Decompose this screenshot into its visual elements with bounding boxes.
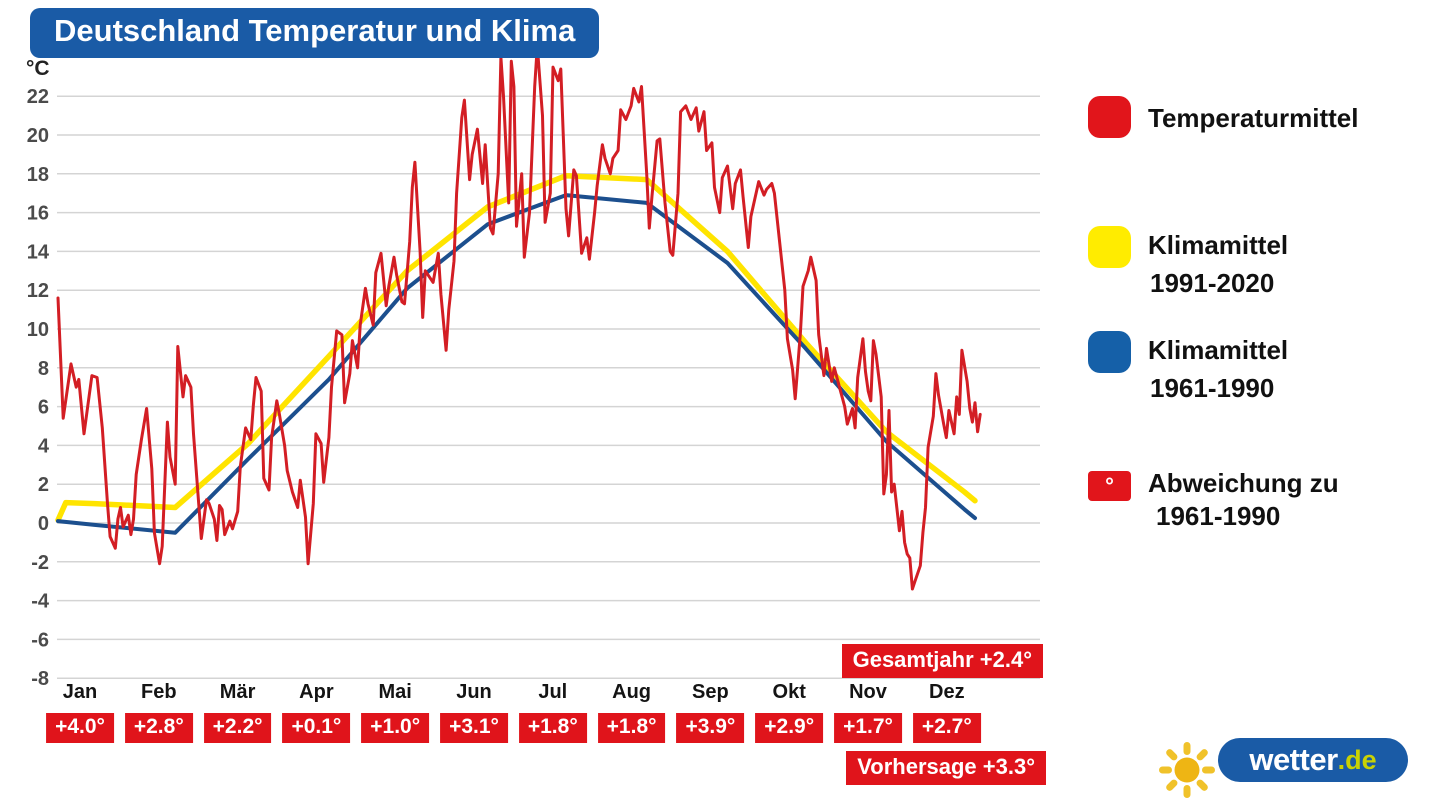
legend-label: Klimamittel xyxy=(1148,335,1289,365)
temperature-line xyxy=(56,44,982,591)
y-tick-label: -4 xyxy=(31,591,50,613)
y-tick-label: 16 xyxy=(27,203,49,225)
deviation-badge-apr: +0.1° xyxy=(282,713,351,743)
y-tick-label: 4 xyxy=(38,435,50,457)
x-month-label-nov: Nov xyxy=(849,681,888,703)
x-month-label-okt: Okt xyxy=(773,681,807,703)
deviation-badge-aug: +1.8° xyxy=(597,713,666,743)
klimamittel-1991-2020-swatch-icon xyxy=(1088,226,1131,268)
legend-label: Temperaturmittel xyxy=(1148,103,1359,133)
climate-1961-1990-line xyxy=(56,193,977,535)
y-tick-label: 2 xyxy=(38,474,49,496)
x-month-label-jan: Jan xyxy=(63,681,97,703)
deviation-badge-feb: +2.8° xyxy=(124,713,193,743)
abweichung-degree-swatch-icon: ° xyxy=(1088,471,1131,501)
y-tick-label: -6 xyxy=(31,629,49,651)
deviation-badge-mai: +1.0° xyxy=(361,713,430,743)
deviation-badge-nov: +1.7° xyxy=(834,713,902,743)
y-tick-label: 0 xyxy=(38,513,49,535)
y-tick-label: 6 xyxy=(38,397,49,419)
y-tick-label: 22 xyxy=(27,86,49,108)
y-tick-label: 20 xyxy=(27,125,49,147)
y-tick-label: -2 xyxy=(31,552,49,574)
y-tick-label: 8 xyxy=(38,358,49,380)
y-tick-label: 18 xyxy=(27,164,49,186)
x-month-label-feb: Feb xyxy=(141,681,177,703)
x-month-label-jul: Jul xyxy=(538,681,567,703)
x-month-label-sep: Sep xyxy=(692,681,729,703)
x-month-label-aug: Aug xyxy=(612,681,651,703)
legend-sublabel: 1991-2020 xyxy=(1150,268,1275,298)
sun-icon xyxy=(1159,742,1215,798)
y-tick-label: 14 xyxy=(27,241,50,263)
page-title: Deutschland Temperatur und Klima xyxy=(30,8,600,58)
y-tick-label: -8 xyxy=(31,668,49,690)
legend-item-klimamittel-1991-2020: Klimamittel 1991-2020 xyxy=(1088,226,1288,302)
forecast-deviation-badge: Vorhersage +3.3° xyxy=(846,751,1046,785)
deviation-badge-jun: +3.1° xyxy=(440,713,508,743)
logo-name: wetter xyxy=(1249,742,1338,777)
legend-label: Abweichung zu xyxy=(1148,468,1339,498)
x-month-label-mai: Mai xyxy=(379,681,412,703)
deviation-badge-sep: +3.9° xyxy=(676,713,745,743)
logo-tld: .de xyxy=(1337,744,1377,775)
legend-sublabel: 1961-1990 xyxy=(1156,501,1281,531)
legend-item-klimamittel-1961-1990: Klimamittel 1961-1990 xyxy=(1088,331,1288,407)
deviation-badge-mär: +2.2° xyxy=(203,713,272,743)
deviation-badge-jul: +1.8° xyxy=(518,713,587,743)
legend-item-abweichung: ° Abweichung zu 1961-1990 xyxy=(1088,468,1339,533)
x-month-label-mär: Mär xyxy=(220,681,256,703)
y-axis-unit-label: °C xyxy=(26,57,50,80)
legend-label: Klimamittel xyxy=(1148,230,1289,260)
deviation-badge-okt: +2.9° xyxy=(755,713,824,743)
legend-item-temperaturmittel: Temperaturmittel xyxy=(1088,96,1358,140)
x-month-label-jun: Jun xyxy=(456,681,492,703)
annual-deviation-badge: Gesamtjahr +2.4° xyxy=(841,644,1043,678)
y-tick-label: 10 xyxy=(27,319,49,341)
deviation-badge-jan: +4.0° xyxy=(46,713,114,743)
legend-sublabel: 1961-1990 xyxy=(1150,373,1275,403)
y-tick-label: 12 xyxy=(27,280,49,302)
klimamittel-1961-1990-swatch-icon xyxy=(1088,331,1131,373)
deviation-badge-dez: +2.7° xyxy=(912,713,981,743)
x-month-label-dez: Dez xyxy=(929,681,965,703)
x-month-label-apr: Apr xyxy=(299,681,334,703)
wetter-de-logo: wetter .de xyxy=(1218,738,1408,782)
temperaturmittel-swatch-icon xyxy=(1088,96,1131,138)
